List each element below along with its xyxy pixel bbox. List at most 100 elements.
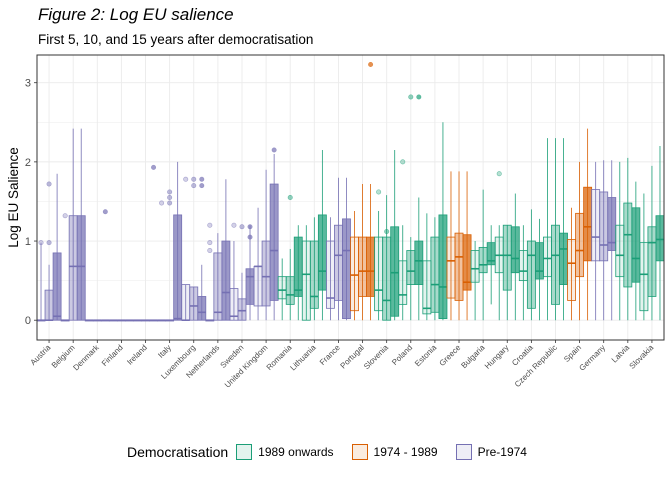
outlier-sweden	[247, 234, 253, 240]
outlier-netherlands	[207, 240, 213, 246]
legend-item-1974-1989: 1974 - 1989	[351, 444, 438, 460]
plot-border	[36, 54, 665, 341]
box-portugal	[358, 236, 367, 297]
box-slovenia	[382, 236, 392, 321]
box-france	[342, 218, 351, 320]
box-slovakia	[647, 226, 657, 297]
box-estonia	[422, 260, 432, 315]
outlier-ireland	[151, 164, 157, 170]
outlier-italy	[167, 200, 173, 206]
box-lithuania	[309, 240, 319, 309]
x-tick-label: United Kingdom	[223, 343, 270, 390]
box-lithuania	[301, 240, 311, 321]
box-slovakia	[639, 242, 649, 312]
box-czech-republic	[559, 232, 568, 285]
box-hungary	[510, 226, 520, 274]
box-croatia	[534, 242, 544, 280]
box-sweden	[245, 268, 255, 305]
box-luxembourg	[189, 286, 199, 321]
box-germany	[591, 189, 601, 262]
box-united-kingdom	[269, 183, 279, 301]
x-tick-label: Poland	[390, 343, 414, 367]
legend-label-1989-onwards: 1989 onwards	[258, 445, 334, 459]
box-romania	[277, 276, 287, 300]
x-tick-label: Latvia	[610, 343, 632, 365]
outlier-luxembourg	[199, 176, 205, 182]
outlier-sweden	[231, 222, 237, 228]
legend-key-pre-1974	[455, 444, 472, 460]
x-tick-label: Hungary	[483, 343, 511, 371]
box-portugal	[350, 236, 359, 312]
box-romania	[293, 236, 303, 297]
outlier-slovenia	[384, 229, 390, 235]
outlier-denmark	[102, 209, 108, 215]
box-estonia	[438, 214, 448, 320]
box-spain	[575, 212, 585, 278]
box-belgium	[68, 215, 78, 321]
x-tick-label: Finland	[100, 343, 125, 368]
legend-item-pre-1974: Pre-1974	[455, 444, 527, 460]
box-luxembourg	[197, 296, 207, 321]
legend: Democratisation 1989 onwards 1974 - 1989…	[0, 444, 672, 460]
x-tick-label: Germany	[577, 343, 607, 373]
box-croatia	[518, 250, 528, 282]
x-tick-label: Ireland	[125, 343, 149, 367]
box-germany	[599, 191, 609, 262]
box-poland	[414, 240, 424, 285]
box-sweden	[237, 298, 247, 321]
box-poland	[406, 250, 416, 285]
box-latvia	[623, 202, 633, 288]
box-portugal	[366, 236, 376, 297]
legend-key-1974-1989	[351, 444, 368, 460]
x-tick-label: Lithuania	[288, 343, 318, 373]
box-belgium	[76, 215, 86, 321]
box-united-kingdom	[253, 265, 263, 307]
box-slovakia	[655, 215, 665, 262]
box-slovenia	[390, 226, 400, 317]
legend-item-1989-onwards: 1989 onwards	[236, 444, 334, 460]
x-tick-label: Czech Republic	[513, 343, 559, 389]
outlier-netherlands	[207, 222, 213, 228]
chart-subtitle: First 5, 10, and 15 years after democrat…	[38, 32, 314, 47]
box-netherlands	[221, 240, 231, 321]
box-czech-republic	[543, 236, 552, 278]
outlier-poland	[408, 94, 414, 100]
x-tick-label: Slovakia	[628, 343, 656, 371]
outlier-italy	[167, 189, 173, 195]
box-spain	[583, 186, 593, 262]
box-lithuania	[317, 214, 327, 291]
outlier-italy	[167, 195, 173, 201]
outlier-austria	[46, 181, 52, 187]
legend-label-pre-1974: Pre-1974	[477, 445, 527, 459]
y-axis-title: Log EU Salience	[6, 147, 21, 248]
box-austria	[44, 289, 54, 321]
box-greece	[454, 232, 464, 301]
outlier-netherlands	[207, 248, 213, 254]
x-tick-label: Bulgaria	[459, 343, 487, 371]
box-spain	[567, 239, 576, 301]
box-germany	[607, 197, 617, 251]
x-tick-label: Estonia	[413, 343, 439, 369]
box-slovenia	[374, 236, 384, 312]
y-tick-label: 3	[25, 78, 31, 90]
box-estonia	[430, 236, 440, 313]
outlier-portugal	[368, 61, 374, 67]
y-tick-label: 0	[25, 315, 31, 327]
x-tick-label: Italy	[156, 343, 173, 360]
outlier-luxembourg	[199, 183, 205, 189]
box-france	[334, 224, 343, 301]
outlier-romania	[287, 195, 293, 201]
box-hungary	[502, 224, 512, 291]
box-united-kingdom	[261, 240, 271, 307]
outlier-sweden	[239, 224, 245, 230]
outlier-italy	[159, 200, 165, 206]
outlier-sweden	[247, 224, 253, 230]
box-czech-republic	[551, 224, 560, 305]
box-austria	[52, 252, 62, 321]
outlier-luxembourg	[183, 176, 189, 182]
box-bulgaria	[470, 250, 480, 283]
box-bulgaria	[478, 246, 488, 274]
x-tick-label: Slovenia	[362, 343, 390, 371]
outlier-austria	[46, 240, 52, 246]
